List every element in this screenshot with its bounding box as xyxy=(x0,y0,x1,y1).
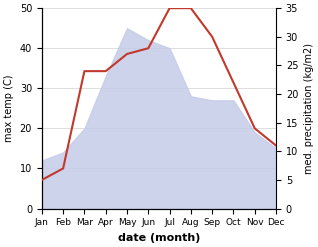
Y-axis label: med. precipitation (kg/m2): med. precipitation (kg/m2) xyxy=(304,43,314,174)
X-axis label: date (month): date (month) xyxy=(118,233,200,243)
Y-axis label: max temp (C): max temp (C) xyxy=(4,75,14,142)
